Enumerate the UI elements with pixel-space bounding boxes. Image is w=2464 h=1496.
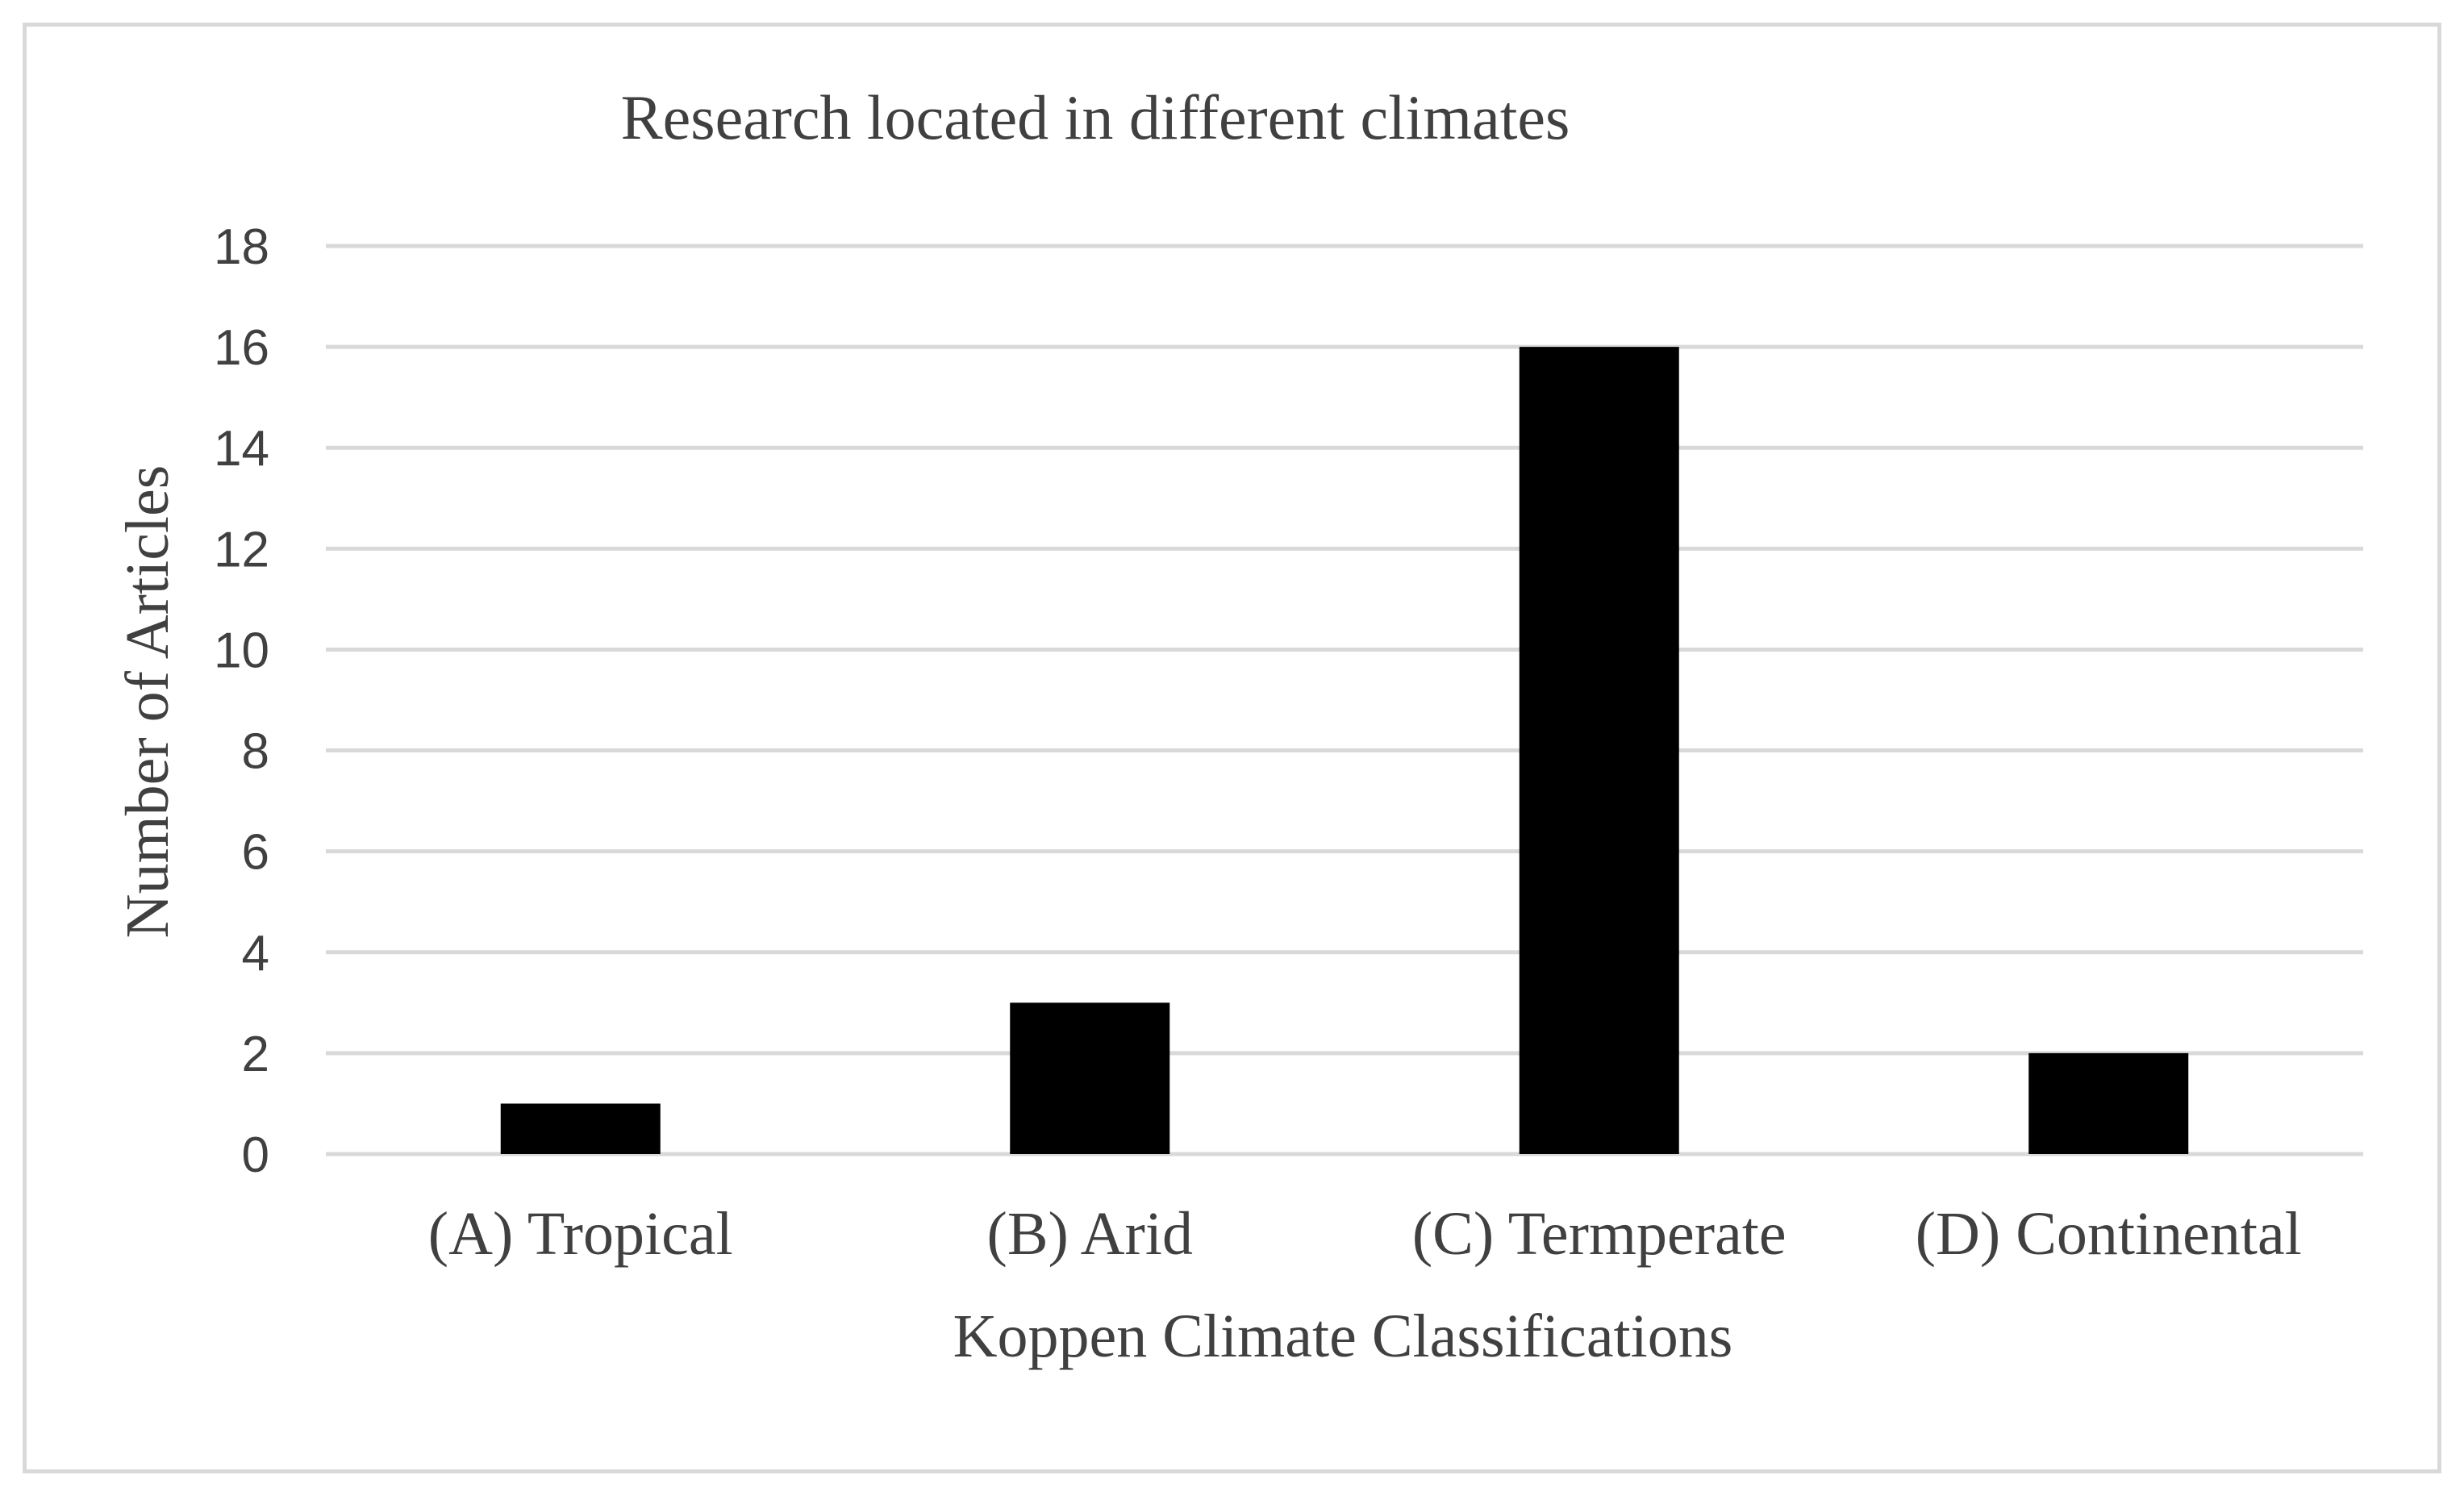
y-tick-label: 8 <box>242 724 269 780</box>
x-axis-label: Koppen Climate Classifications <box>953 1302 1733 1370</box>
y-tick-label: 16 <box>214 320 269 376</box>
y-tick-label: 0 <box>242 1127 269 1183</box>
bars <box>500 347 2189 1155</box>
x-tick-label: (D) Continental <box>1916 1200 2302 1268</box>
y-tick-label: 4 <box>242 926 269 981</box>
x-tick-label: (B) Arid <box>987 1200 1193 1268</box>
x-axis-ticks: (A) Tropical (B) Arid (C) Termperate (D) Co… <box>428 1200 2302 1268</box>
chart-title: Research located in different climates <box>621 82 1570 152</box>
y-axis-label: Number of Articles <box>114 465 181 939</box>
y-tick-label: 2 <box>242 1027 269 1082</box>
y-axis-ticks: 0 2 4 6 8 10 12 14 16 18 <box>214 219 269 1183</box>
chart-frame <box>23 23 2441 1473</box>
x-tick-label: (C) Termperate <box>1412 1200 1787 1268</box>
bar-3 <box>1519 347 1679 1155</box>
y-tick-label: 10 <box>214 623 269 678</box>
y-tick-label: 6 <box>242 825 269 881</box>
bar-4 <box>2028 1052 2189 1154</box>
x-tick-label: (A) Tropical <box>428 1200 733 1268</box>
y-tick-label: 12 <box>214 522 269 577</box>
bar-1 <box>500 1103 661 1154</box>
y-tick-label: 14 <box>214 421 269 477</box>
grid-lines <box>326 244 2363 1156</box>
y-tick-label: 18 <box>214 219 269 275</box>
bar-2 <box>1010 1002 1170 1154</box>
